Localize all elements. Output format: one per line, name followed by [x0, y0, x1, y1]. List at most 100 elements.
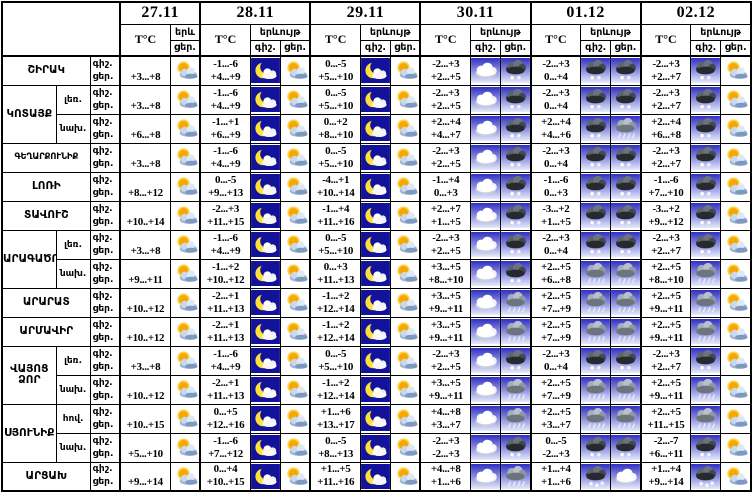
night-temp [122, 377, 169, 390]
night-temp: -1...-6 [213, 231, 238, 244]
day-temp: +9...+11 [648, 331, 684, 344]
night-temp: -2...+3 [432, 86, 460, 99]
rain-icon [610, 403, 642, 434]
temp-cell: 0...+5 +12..+16 [199, 403, 251, 434]
night-temp: +2...+5 [541, 318, 571, 331]
night-temp: -2...+3 [432, 434, 460, 447]
forecast-row: նախ. գիշ. ցեր. +5...+10 -1...-6 +7...+12 0...… [2, 432, 752, 463]
night-temp: +2...+4 [541, 115, 571, 128]
night-temp: +1...+6 [320, 405, 351, 418]
date-header: 30.11 [419, 1, 532, 25]
night-temp: 0...+4 [213, 463, 238, 476]
rain-icon [610, 374, 642, 405]
day-temp: +11..+13 [206, 389, 245, 402]
sun-cloud-icon [279, 316, 311, 347]
night-day-labels: գիշ. ցեր. [89, 345, 121, 376]
night-temp: -2...+3 [652, 86, 680, 99]
night-temp: 0...-5 [325, 57, 347, 70]
snow-icon [580, 461, 612, 492]
moon-cloud-icon [249, 316, 281, 347]
day-temp: +11..+16 [317, 215, 355, 228]
night-temp: -2...+1 [211, 289, 240, 302]
night-temp: +2...+5 [541, 260, 571, 273]
rain-icon [500, 374, 532, 405]
day-label: ցեր. [92, 303, 114, 314]
sun-cloud-icon [279, 258, 311, 289]
sun-cloud-icon [279, 345, 311, 376]
night-label: գիշ. [92, 319, 113, 330]
sun-cloud-icon [279, 55, 311, 86]
forecast-row: ՇԻՐԱԿ գիշ. ցեր. +3...+8 -1...-6 +4...+9 0...-… [1, 55, 752, 86]
cloud-icon [470, 113, 502, 144]
temp-cell: -2...+3 0...+4 [529, 345, 582, 376]
temp-cell: -2...+3 +2...+7 [639, 229, 692, 260]
day-label: ցեր. [92, 361, 114, 372]
cloud-icon [610, 461, 642, 492]
temp-cell: 0...-5 +9...+13 [199, 171, 251, 202]
rain-icon [580, 316, 612, 347]
rain-dark-icon [690, 171, 722, 202]
sun-cloud-icon [389, 403, 421, 434]
night-temp [122, 406, 169, 419]
night-temp [122, 290, 169, 303]
night-temp [122, 87, 169, 100]
region-name: ՏԱՎՈՒՇ [1, 200, 91, 231]
day-temp: +11..+13 [317, 273, 355, 286]
moon-cloud-icon [249, 258, 281, 289]
sun-cloud-icon [169, 287, 201, 318]
night-label: գիշ. [92, 406, 113, 417]
moon-cloud-icon [359, 432, 391, 463]
day-temp: +6...+9 [210, 128, 241, 141]
night-temp [122, 463, 169, 476]
rain-icon [500, 316, 532, 347]
sun-cloud-icon [279, 142, 311, 173]
sun-cloud-icon [279, 229, 311, 260]
night-day-labels: գիշ. ցեր. [89, 374, 121, 405]
temp-cell: +8...+12 [119, 171, 171, 202]
temp-cell: +3...+5 +8...+10 [419, 258, 472, 289]
rain-icon [690, 374, 722, 405]
night-temp: -2...+3 [652, 144, 680, 157]
day-temp: +10..+15 [126, 418, 165, 431]
day-temp: +9...+11 [428, 389, 464, 402]
day-temp: -2...+3 [432, 447, 460, 460]
zone-label: նախ. [55, 113, 91, 144]
dates-row: 27.11 28.11 29.11 30.11 01.12 02.12 [1, 1, 752, 57]
rain-dark-icon [610, 345, 642, 376]
day-temp: 0...+4 [544, 244, 568, 257]
night-temp: -1...-6 [213, 86, 238, 99]
temp-cell: -1...+2 +10..+12 [199, 258, 251, 289]
sun-cloud-icon [169, 345, 201, 376]
sun-cloud-icon [389, 258, 421, 289]
forecast-row: ԳԵՂԱՐՔՈՒՆԻՔ գիշ. ցեր. +3...+8 -1...-6 +4...+… [1, 142, 752, 173]
phenomenon-header: երևույթ [690, 23, 752, 41]
moon-cloud-icon [359, 84, 391, 115]
night-temp: -1...+2 [322, 318, 350, 331]
night-temp [122, 232, 169, 245]
sun-cloud-icon [389, 84, 421, 115]
temp-cell: 0...-5 -2...+3 [529, 432, 582, 463]
day-temp: +8...+13 [318, 447, 354, 460]
day-column-header: ցեր. [720, 39, 752, 57]
temp-cell: +2...+5 +9...+11 [639, 287, 692, 318]
temp-cell: +10..+12 [119, 316, 171, 347]
night-label: գիշ. [92, 145, 113, 156]
day-temp: +12..+14 [316, 331, 355, 344]
day-temp: +6...+8 [541, 273, 571, 286]
sun-cloud-icon [720, 200, 752, 231]
night-label: գիշ. [92, 58, 113, 69]
day-temp: +8...+10 [648, 273, 684, 286]
corner-cell [1, 1, 121, 57]
day-temp: +12..+14 [316, 302, 355, 315]
night-temp: -2...+3 [432, 231, 460, 244]
temp-cell: +3...+8 [119, 84, 171, 115]
moon-cloud-icon [249, 171, 281, 202]
forecast-row: նախ. գիշ. ցեր. +6...+8 -1...+1 +6...+9 0...+2… [2, 113, 752, 144]
day-temp: +3...+8 [130, 244, 161, 257]
night-temp: -2...+3 [432, 57, 460, 70]
temp-cell: -3...+2 +9...+12 [639, 200, 692, 231]
cloud-icon [470, 258, 502, 289]
rain-dark-icon [580, 200, 612, 231]
temp-cell: -1...-6 +4...+9 [199, 345, 251, 376]
day-temp: +10..+14 [316, 186, 355, 199]
